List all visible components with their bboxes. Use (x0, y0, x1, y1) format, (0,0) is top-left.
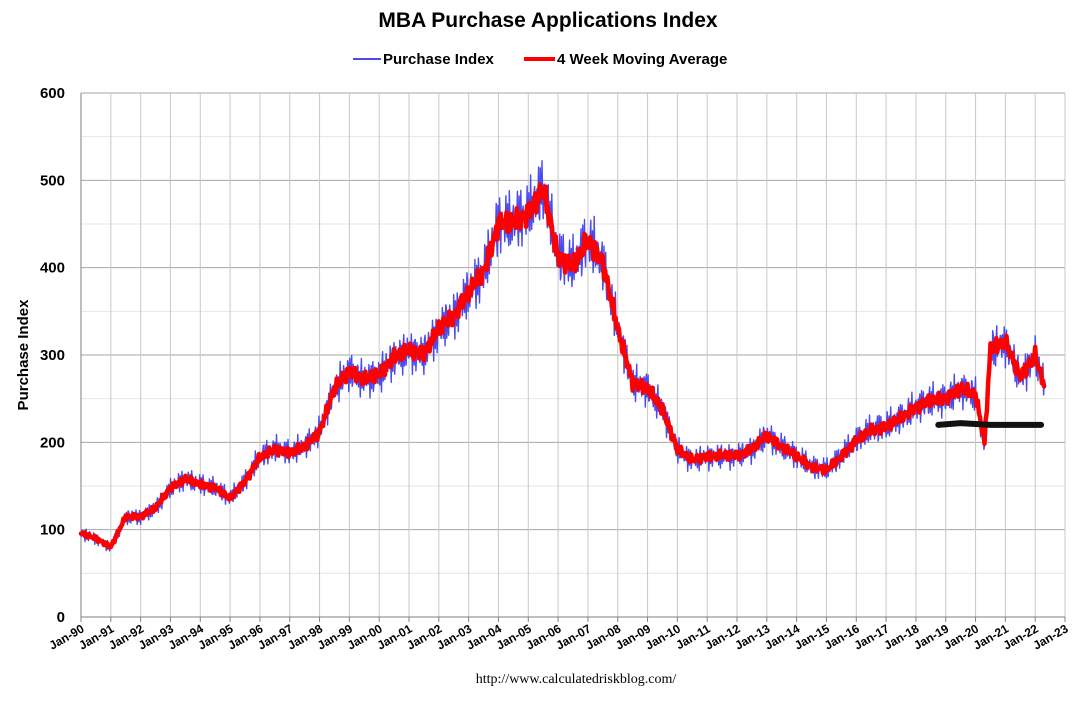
x-tick-label: Jan-23 (1031, 621, 1071, 652)
y-axis-ticks: 0 100 200 300 400 500 600 (40, 85, 65, 626)
y-tick-label: 600 (40, 85, 65, 102)
series-line-4-week-moving-average (78, 182, 1047, 550)
legend-label-purchase-index: Purchase Index (383, 51, 495, 68)
legend: Purchase Index 4 Week Moving Average (353, 51, 727, 68)
y-tick-label: 300 (40, 347, 65, 364)
source-url: http://www.calculatedriskblog.com/ (476, 672, 677, 687)
y-tick-label: 400 (40, 260, 65, 277)
x-axis-ticks: Jan-90Jan-91Jan-92Jan-93Jan-94Jan-95Jan-… (47, 617, 1071, 653)
y-tick-label: 100 (40, 522, 65, 539)
y-tick-label: 200 (40, 434, 65, 451)
chart-title: MBA Purchase Applications Index (378, 9, 717, 32)
gridlines (80, 92, 1066, 618)
data-series (78, 160, 1047, 552)
y-tick-label: 500 (40, 172, 65, 189)
legend-label-moving-average: 4 Week Moving Average (557, 51, 727, 68)
y-tick-label: 0 (57, 609, 65, 626)
y-axis-label: Purchase Index (15, 299, 32, 411)
series-line-reference-line (935, 420, 1045, 428)
